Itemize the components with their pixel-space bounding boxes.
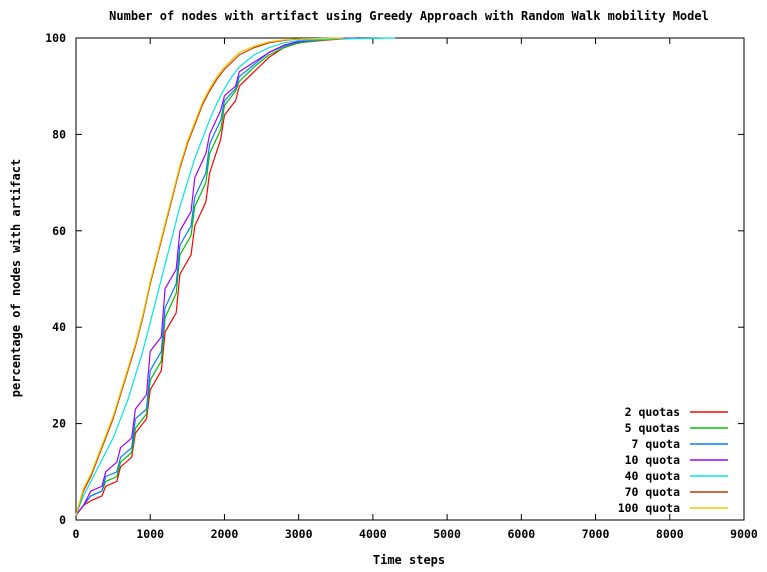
chart-title: Number of nodes with artifact using Gree… [109, 9, 709, 23]
x-tick-label: 1000 [136, 527, 164, 541]
x-axis-label: Time steps [373, 553, 445, 567]
legend-label: 40 quota [625, 469, 680, 483]
x-tick-label: 3000 [285, 527, 313, 541]
series-line-5 [75, 37, 396, 516]
y-tick-label: 0 [59, 513, 66, 527]
y-tick-label: 40 [52, 320, 66, 334]
x-tick-label: 5000 [433, 527, 461, 541]
y-axis-label: percentage of nodes with artifact [9, 159, 23, 397]
series-line-7 [75, 37, 344, 516]
y-tick-label: 60 [52, 224, 66, 238]
series-lines [75, 37, 396, 516]
legend-label: 10 quota [625, 453, 680, 467]
series-line-6 [75, 37, 344, 516]
legend-label: 5 quotas [625, 421, 680, 435]
x-tick-label: 2000 [211, 527, 239, 541]
x-tick-label: 0 [73, 527, 80, 541]
axis-ticks: 0 1000 2000 3000 4000 5000 6000 7000 8000 9000 0 20… [45, 31, 758, 541]
legend-label: 100 quota [618, 501, 680, 515]
x-tick-label: 6000 [507, 527, 535, 541]
x-tick-label: 7000 [582, 527, 610, 541]
series-line-3 [75, 37, 359, 516]
series-line-1 [75, 37, 359, 516]
x-tick-label: 8000 [656, 527, 684, 541]
legend-label: 70 quota [625, 485, 680, 499]
y-tick-label: 80 [52, 127, 66, 141]
plot-area-frame [75, 37, 745, 521]
legend-label: 2 quotas [625, 405, 680, 419]
series-line-2 [75, 37, 359, 516]
x-tick-label: 9000 [730, 527, 758, 541]
series-line-4 [75, 37, 359, 516]
y-tick-label: 20 [52, 417, 66, 431]
x-tick-label: 4000 [359, 527, 387, 541]
legend-label: 7 quota [632, 437, 681, 451]
legend: 2 quotas 5 quotas 7 quota 10 quota 40 quota 7… [618, 405, 728, 515]
y-tick-label: 100 [45, 31, 66, 45]
